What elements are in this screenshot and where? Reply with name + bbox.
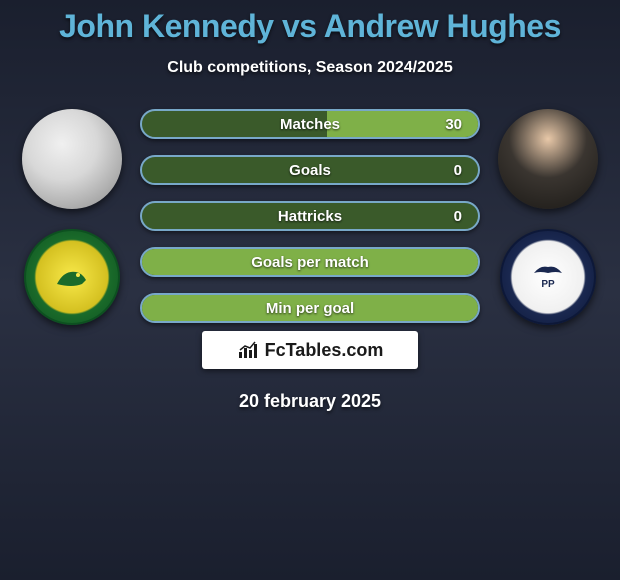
stat-value: 30 [445, 116, 462, 133]
subtitle: Club competitions, Season 2024/2025 [0, 59, 620, 77]
player-right-club-badge: PP [500, 229, 596, 325]
stats-column: Matches 30 Goals 0 Hattricks 0 Goals per… [140, 109, 480, 323]
stat-label: Hattricks [278, 208, 342, 225]
stat-label: Min per goal [266, 300, 354, 317]
stat-label: Goals [289, 162, 331, 179]
stat-value: 0 [454, 162, 462, 179]
stat-bar-goals: Goals 0 [140, 155, 480, 185]
svg-text:PP: PP [541, 279, 555, 290]
player-left-club-badge [24, 229, 120, 325]
left-player-column [22, 109, 122, 325]
brand-text: FcTables.com [265, 340, 384, 361]
right-player-column: PP [498, 109, 598, 325]
comparison-row: Matches 30 Goals 0 Hattricks 0 Goals per… [0, 109, 620, 325]
date-text: 20 february 2025 [0, 391, 620, 412]
stat-value: 0 [454, 208, 462, 225]
stat-bar-matches: Matches 30 [140, 109, 480, 139]
player-right-avatar [498, 109, 598, 209]
stat-bar-min-per-goal: Min per goal [140, 293, 480, 323]
player-left-avatar [22, 109, 122, 209]
chart-icon [237, 341, 259, 359]
stat-label: Matches [280, 116, 340, 133]
page-title: John Kennedy vs Andrew Hughes [0, 0, 620, 45]
stat-bar-goals-per-match: Goals per match [140, 247, 480, 277]
brand-badge: FcTables.com [202, 331, 418, 369]
stat-label: Goals per match [251, 254, 369, 271]
stat-bar-hattricks: Hattricks 0 [140, 201, 480, 231]
